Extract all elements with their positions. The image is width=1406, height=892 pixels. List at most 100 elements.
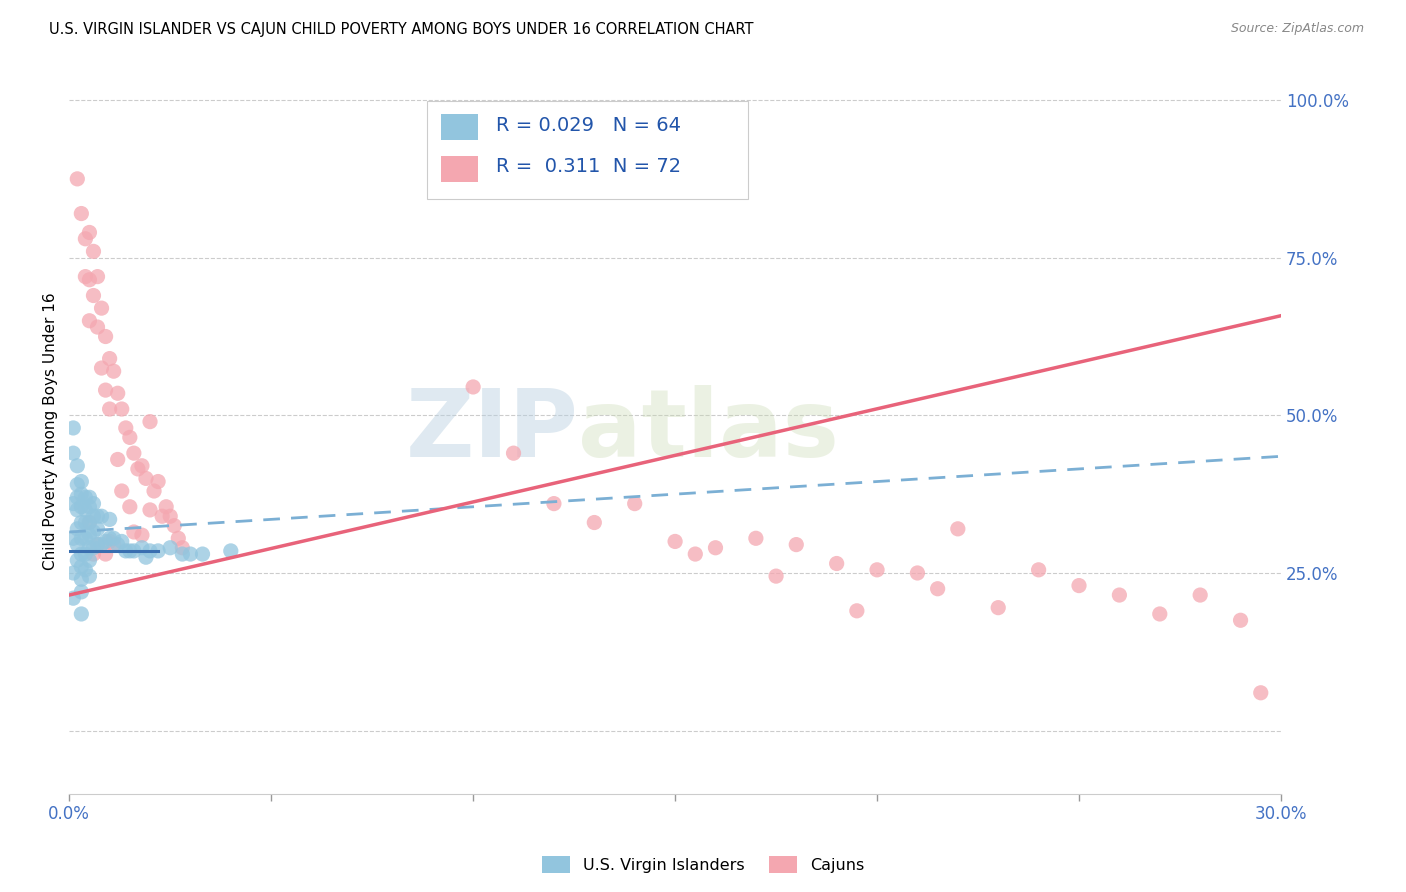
Point [159, 509, 181, 524]
Point [75, 269, 97, 284]
Point [122, 544, 145, 558]
Point [845, 604, 868, 618]
Point [86, 522, 108, 536]
Point [79, 273, 101, 287]
Point [907, 566, 929, 580]
Point [114, 421, 136, 435]
Point [62, 566, 84, 580]
Text: ZIP: ZIP [405, 385, 578, 477]
Point [155, 500, 177, 514]
Point [70, 559, 93, 574]
Point [70, 475, 93, 489]
Point [866, 563, 889, 577]
Point [66, 553, 89, 567]
Point [745, 531, 768, 545]
Point [946, 522, 969, 536]
Point [75, 232, 97, 246]
Point [62, 446, 84, 460]
Point [1229, 613, 1251, 627]
Point [75, 503, 97, 517]
Point [927, 582, 949, 596]
Point [139, 503, 162, 517]
Point [583, 516, 606, 530]
Point [122, 446, 145, 460]
Point [86, 320, 108, 334]
Point [98, 351, 121, 366]
Point [103, 538, 125, 552]
Point [463, 380, 485, 394]
Point [146, 475, 169, 489]
Point [75, 547, 97, 561]
Point [94, 329, 117, 343]
Point [98, 512, 121, 526]
Point [1067, 578, 1090, 592]
Point [1149, 607, 1171, 621]
Point [172, 547, 194, 561]
Point [1250, 686, 1272, 700]
Point [79, 314, 101, 328]
Point [118, 430, 141, 444]
Point [219, 544, 242, 558]
Point [159, 541, 181, 555]
Point [111, 483, 134, 498]
Point [75, 563, 97, 577]
Point [543, 497, 565, 511]
Text: R =  0.311  N = 72: R = 0.311 N = 72 [496, 157, 681, 176]
FancyBboxPatch shape [441, 156, 478, 182]
Point [664, 534, 686, 549]
Point [86, 538, 108, 552]
Point [62, 421, 84, 435]
Point [107, 452, 129, 467]
Point [98, 402, 121, 417]
Point [70, 572, 93, 586]
Point [82, 244, 104, 259]
Point [66, 491, 89, 505]
Point [122, 524, 145, 539]
Point [90, 361, 112, 376]
Point [1189, 588, 1212, 602]
Point [66, 503, 89, 517]
Point [118, 500, 141, 514]
Point [146, 544, 169, 558]
Point [172, 541, 194, 555]
Point [66, 522, 89, 536]
Point [143, 483, 166, 498]
Point [62, 531, 84, 545]
Point [66, 458, 89, 473]
Point [139, 544, 162, 558]
Point [79, 569, 101, 583]
Point [66, 538, 89, 552]
Point [70, 500, 93, 514]
Point [79, 491, 101, 505]
Point [623, 497, 645, 511]
Point [1108, 588, 1130, 602]
Point [70, 607, 93, 621]
Point [79, 528, 101, 542]
Point [75, 491, 97, 505]
Point [90, 538, 112, 552]
Point [150, 509, 173, 524]
Point [118, 544, 141, 558]
Point [107, 386, 129, 401]
Point [98, 534, 121, 549]
Point [82, 288, 104, 302]
Point [66, 172, 89, 186]
Point [79, 553, 101, 567]
Point [86, 269, 108, 284]
Y-axis label: Child Poverty Among Boys Under 16: Child Poverty Among Boys Under 16 [44, 293, 58, 570]
Point [103, 531, 125, 545]
Point [79, 516, 101, 530]
Point [191, 547, 214, 561]
Text: Source: ZipAtlas.com: Source: ZipAtlas.com [1230, 22, 1364, 36]
Point [62, 591, 84, 606]
Point [114, 544, 136, 558]
Point [90, 301, 112, 315]
Text: atlas: atlas [578, 385, 839, 477]
Point [131, 541, 153, 555]
Point [86, 538, 108, 552]
Point [103, 364, 125, 378]
Point [66, 477, 89, 491]
Point [107, 538, 129, 552]
Text: R = 0.029   N = 64: R = 0.029 N = 64 [496, 116, 681, 135]
Point [82, 547, 104, 561]
